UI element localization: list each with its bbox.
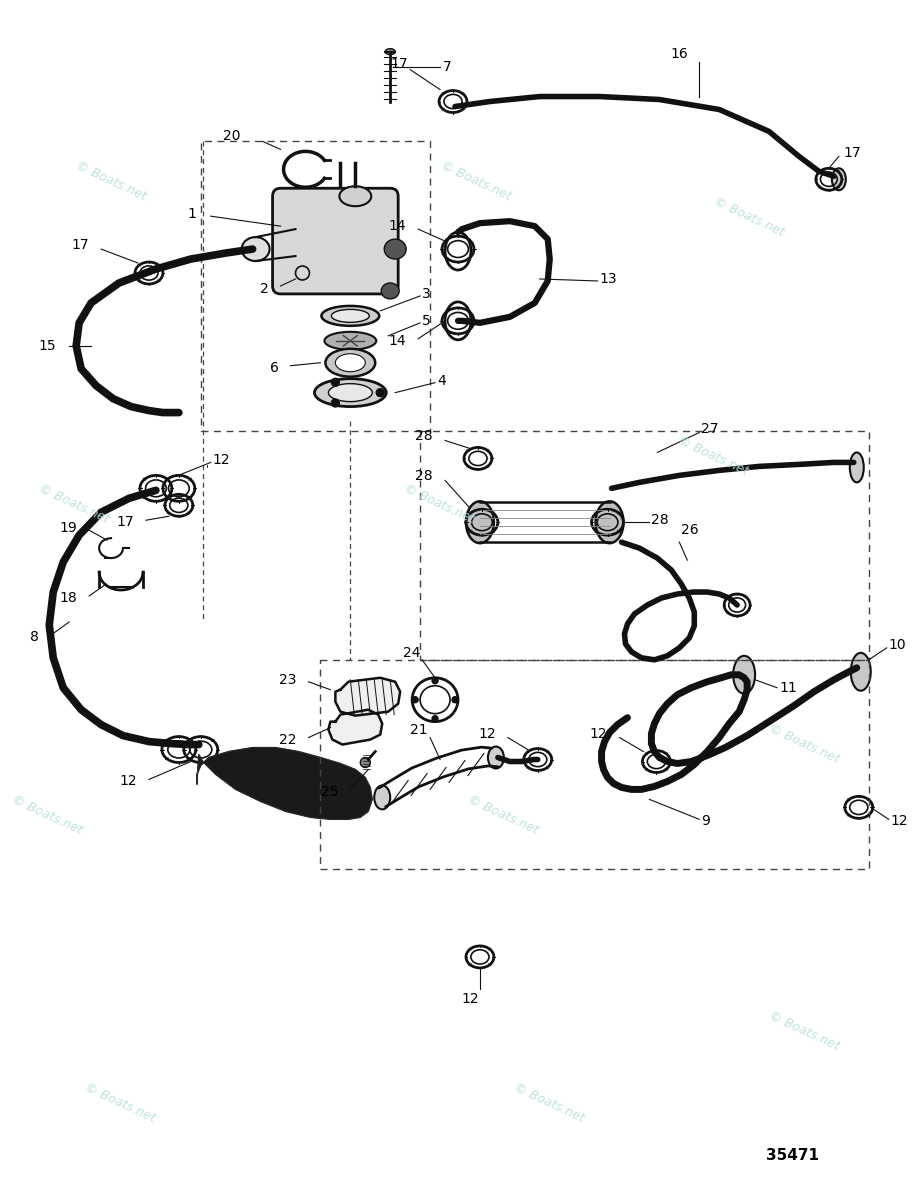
Text: 14: 14 <box>389 220 406 233</box>
Ellipse shape <box>315 379 386 407</box>
Text: 20: 20 <box>223 130 241 144</box>
Ellipse shape <box>242 238 270 262</box>
Text: 28: 28 <box>415 430 433 444</box>
Text: 27: 27 <box>701 421 719 436</box>
Text: 9: 9 <box>701 815 710 828</box>
Text: 12: 12 <box>479 726 496 740</box>
Text: 17: 17 <box>71 238 89 252</box>
Ellipse shape <box>326 349 375 377</box>
Text: 1: 1 <box>188 208 197 221</box>
Text: © Boats.net: © Boats.net <box>712 196 787 239</box>
Text: 12: 12 <box>890 815 909 828</box>
Text: 23: 23 <box>279 673 296 686</box>
Text: © Boats.net: © Boats.net <box>511 1080 586 1124</box>
Circle shape <box>361 757 371 768</box>
Text: ': ' <box>206 464 209 474</box>
Ellipse shape <box>331 310 370 323</box>
Polygon shape <box>197 748 372 820</box>
Text: 5: 5 <box>422 314 431 328</box>
Text: 26: 26 <box>682 523 699 538</box>
Text: © Boats.net: © Boats.net <box>767 721 842 766</box>
Circle shape <box>412 697 418 703</box>
Text: © Boats.net: © Boats.net <box>767 1009 842 1052</box>
Ellipse shape <box>596 502 623 544</box>
Text: © Boats.net: © Boats.net <box>675 434 750 479</box>
Circle shape <box>376 389 384 397</box>
Text: © Boats.net: © Boats.net <box>466 793 541 838</box>
Text: 17: 17 <box>391 56 408 71</box>
Text: © Boats.net: © Boats.net <box>10 793 84 838</box>
Text: 4: 4 <box>437 373 446 388</box>
Text: 12: 12 <box>590 726 608 740</box>
Ellipse shape <box>851 653 871 691</box>
Text: 19: 19 <box>59 521 77 535</box>
Ellipse shape <box>325 332 376 349</box>
Circle shape <box>331 378 339 386</box>
Text: 12: 12 <box>213 454 231 468</box>
Circle shape <box>331 400 339 407</box>
Ellipse shape <box>374 786 390 809</box>
Ellipse shape <box>488 746 504 768</box>
Text: 11: 11 <box>779 680 797 695</box>
Text: 12: 12 <box>461 991 479 1006</box>
Ellipse shape <box>850 452 864 482</box>
Text: © Boats.net: © Boats.net <box>402 482 477 527</box>
Ellipse shape <box>321 306 379 326</box>
Text: © Boats.net: © Boats.net <box>73 160 148 203</box>
Text: 12: 12 <box>119 774 137 788</box>
Text: 16: 16 <box>671 47 688 61</box>
Text: © Boats.net: © Boats.net <box>82 1080 157 1124</box>
Text: 6: 6 <box>270 361 278 374</box>
Text: 7: 7 <box>443 60 452 73</box>
Ellipse shape <box>339 186 371 206</box>
Ellipse shape <box>384 239 406 259</box>
Text: 3: 3 <box>422 287 431 301</box>
Text: 13: 13 <box>599 272 618 286</box>
Circle shape <box>432 678 438 684</box>
Polygon shape <box>328 709 382 744</box>
Polygon shape <box>336 678 400 715</box>
Ellipse shape <box>733 656 755 694</box>
Text: 22: 22 <box>279 732 296 746</box>
Text: 25: 25 <box>321 786 339 799</box>
Text: 28: 28 <box>651 514 669 527</box>
Text: 17: 17 <box>844 146 861 161</box>
Text: 21: 21 <box>411 722 428 737</box>
Text: 10: 10 <box>888 638 907 652</box>
Text: 28: 28 <box>415 469 433 484</box>
Text: 2: 2 <box>260 282 269 296</box>
Circle shape <box>452 697 458 703</box>
Ellipse shape <box>336 354 365 372</box>
Ellipse shape <box>328 384 372 402</box>
Text: 8: 8 <box>30 630 39 644</box>
Text: 14: 14 <box>389 334 406 348</box>
Text: 17: 17 <box>116 515 134 529</box>
Text: 18: 18 <box>59 592 77 605</box>
Text: © Boats.net: © Boats.net <box>38 482 112 527</box>
Ellipse shape <box>832 168 845 191</box>
Ellipse shape <box>385 49 395 55</box>
Text: 35471: 35471 <box>766 1148 819 1163</box>
Text: 24: 24 <box>403 646 420 660</box>
Ellipse shape <box>382 283 399 299</box>
Ellipse shape <box>466 502 494 544</box>
Text: © Boats.net: © Boats.net <box>438 160 513 203</box>
Circle shape <box>432 715 438 721</box>
Text: 15: 15 <box>38 338 56 353</box>
FancyBboxPatch shape <box>273 188 398 294</box>
